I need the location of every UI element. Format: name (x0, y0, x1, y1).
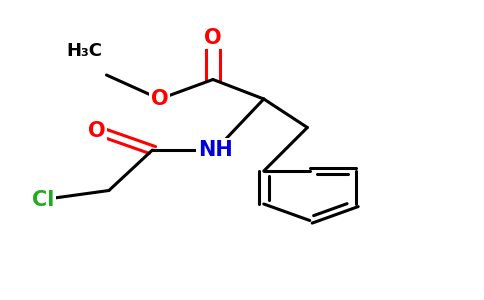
Text: O: O (151, 89, 168, 109)
Text: O: O (204, 28, 222, 47)
Text: Cl: Cl (32, 190, 55, 209)
Text: H₃C: H₃C (67, 42, 103, 60)
Text: NH: NH (198, 140, 233, 160)
Text: O: O (88, 121, 106, 140)
